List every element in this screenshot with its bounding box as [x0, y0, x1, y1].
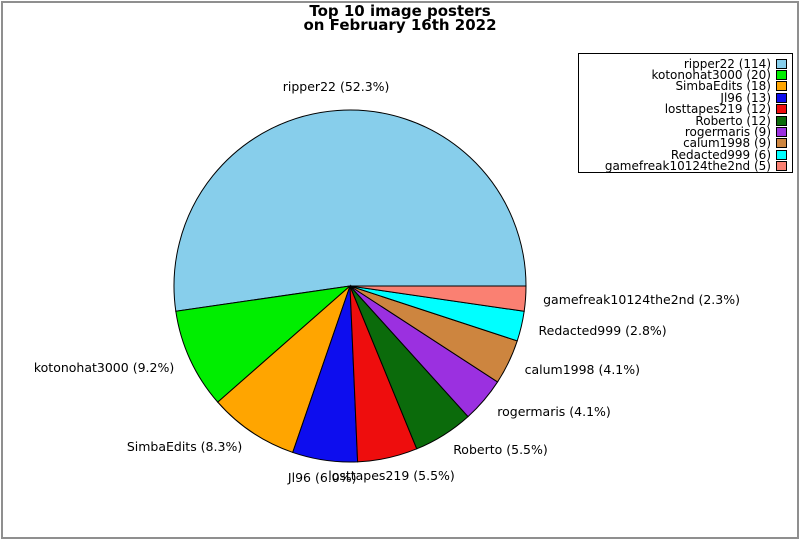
legend-row-losttapes219: losttapes219 (12) — [579, 102, 792, 117]
legend-swatch-jl96 — [776, 92, 787, 103]
legend-label-redacted999: Redacted999 (6) — [670, 147, 771, 162]
legend-row-redacted999: Redacted999 (6) — [579, 147, 792, 162]
legend-row-calum1998: calum1998 (9) — [579, 136, 792, 151]
chart-title-line1: Top 10 image posters — [309, 2, 491, 20]
legend-label-rogermaris: rogermaris (9) — [684, 125, 771, 140]
legend-row-rogermaris: rogermaris (9) — [579, 125, 792, 140]
legend-label-gamefreak10124the2nd: gamefreak10124the2nd (5) — [604, 159, 771, 174]
legend-row-ripper22: ripper22 (114) — [579, 56, 792, 71]
legend-row-roberto: Roberto (12) — [579, 113, 792, 128]
legend-swatch-ripper22 — [776, 58, 787, 69]
pie-slice-ripper22 — [173, 109, 527, 312]
legend-swatch-calum1998 — [776, 138, 787, 149]
slice-label-ripper22: ripper22 (52.3%) — [282, 79, 390, 95]
legend-row-kotonohat3000: kotonohat3000 (20) — [579, 68, 792, 83]
legend-label-calum1998: calum1998 (9) — [683, 136, 771, 151]
legend-swatch-kotonohat3000 — [776, 70, 787, 81]
legend-swatch-redacted999 — [776, 149, 787, 160]
slice-label-redacted999: Redacted999 (2.8%) — [538, 322, 667, 338]
legend-row-jl96: Jl96 (13) — [579, 90, 792, 105]
legend-label-jl96: Jl96 (13) — [720, 90, 771, 105]
legend-row-simbaedits: SimbaEdits (18) — [579, 79, 792, 94]
legend-label-ripper22: ripper22 (114) — [683, 56, 771, 71]
legend-swatch-gamefreak10124the2nd — [776, 161, 787, 172]
legend-label-kotonohat3000: kotonohat3000 (20) — [651, 68, 771, 83]
pie-slice-gamefreak10124the2nd — [349, 285, 527, 312]
legend-label-simbaedits: SimbaEdits (18) — [675, 79, 771, 94]
slice-label-losttapes219: losttapes219 (5.5%) — [328, 467, 455, 483]
legend-label-roberto: Roberto (12) — [695, 113, 771, 128]
pie-slice-simbaedits — [217, 284, 352, 454]
slice-label-simbaedits: SimbaEdits (8.3%) — [126, 439, 243, 455]
legend-swatch-losttapes219 — [776, 104, 787, 115]
slice-label-rogermaris: rogermaris (4.1%) — [497, 404, 611, 420]
legend-swatch-simbaedits — [776, 81, 787, 92]
slice-label-kotonohat3000: kotonohat3000 (9.2%) — [33, 359, 175, 375]
legend-swatch-roberto — [776, 115, 787, 126]
pie-slice-kotonohat3000 — [175, 285, 352, 403]
legend-swatch-rogermaris — [776, 127, 787, 138]
chart-title-line2: on February 16th 2022 — [303, 16, 497, 34]
slice-label-gamefreak10124the2nd: gamefreak10124the2nd (2.3%) — [543, 292, 740, 308]
legend-row-gamefreak10124the2nd: gamefreak10124the2nd (5) — [579, 159, 792, 174]
legend: ripper22 (114) kotonohat3000 (20) SimbaEdi… — [578, 53, 793, 173]
slice-label-jl96: Jl96 (6.0%) — [287, 470, 357, 486]
chart-title: Top 10 image posters on February 16th 20… — [0, 2, 800, 34]
slice-label-roberto: Roberto (5.5%) — [453, 442, 548, 458]
legend-label-losttapes219: losttapes219 (12) — [664, 102, 771, 117]
slice-label-calum1998: calum1998 (4.1%) — [524, 362, 640, 378]
